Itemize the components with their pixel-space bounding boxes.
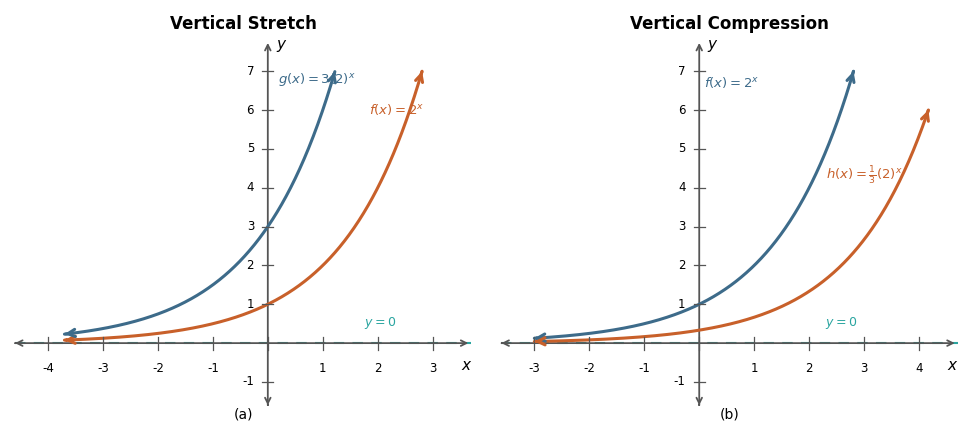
Text: $y = 0$: $y = 0$	[364, 316, 396, 332]
Text: -3: -3	[98, 361, 109, 375]
Text: 3: 3	[429, 361, 437, 375]
Text: -1: -1	[207, 361, 218, 375]
Text: $f(x) = 2^x$: $f(x) = 2^x$	[370, 102, 425, 117]
Text: 2: 2	[374, 361, 381, 375]
Text: 4: 4	[678, 181, 685, 194]
Text: $f(x) = 2^x$: $f(x) = 2^x$	[704, 75, 759, 90]
Text: $y = 0$: $y = 0$	[825, 316, 857, 332]
Title: Vertical Compression: Vertical Compression	[630, 15, 829, 33]
Title: Vertical Stretch: Vertical Stretch	[170, 15, 317, 33]
Text: -1: -1	[639, 361, 650, 375]
Text: 6: 6	[678, 104, 685, 117]
Text: (a): (a)	[233, 407, 253, 421]
Text: 3: 3	[247, 220, 254, 233]
Text: 2: 2	[247, 259, 254, 272]
Text: 2: 2	[805, 361, 813, 375]
Text: -1: -1	[242, 376, 254, 388]
Text: 1: 1	[678, 298, 685, 311]
Text: $y$: $y$	[708, 38, 719, 54]
Text: -2: -2	[152, 361, 164, 375]
Text: -1: -1	[674, 376, 685, 388]
Text: -3: -3	[528, 361, 540, 375]
Text: 5: 5	[679, 142, 685, 155]
Text: $y$: $y$	[276, 38, 288, 54]
Text: $x$: $x$	[948, 357, 959, 372]
Text: $h(x) = \frac{1}{3}(2)^x$: $h(x) = \frac{1}{3}(2)^x$	[826, 164, 903, 186]
Text: -2: -2	[583, 361, 596, 375]
Text: 1: 1	[319, 361, 327, 375]
Text: 3: 3	[679, 220, 685, 233]
Text: -4: -4	[42, 361, 54, 375]
Text: 3: 3	[860, 361, 868, 375]
Text: 6: 6	[247, 104, 254, 117]
Text: 7: 7	[247, 65, 254, 78]
Text: 1: 1	[247, 298, 254, 311]
Text: $x$: $x$	[461, 357, 473, 372]
Text: 2: 2	[678, 259, 685, 272]
Text: $g(x) = 3(2)^x$: $g(x) = 3(2)^x$	[278, 71, 356, 88]
Text: 4: 4	[247, 181, 254, 194]
Text: 7: 7	[678, 65, 685, 78]
Text: (b): (b)	[720, 407, 739, 421]
Text: 4: 4	[916, 361, 922, 375]
Text: 5: 5	[247, 142, 254, 155]
Text: 1: 1	[751, 361, 758, 375]
